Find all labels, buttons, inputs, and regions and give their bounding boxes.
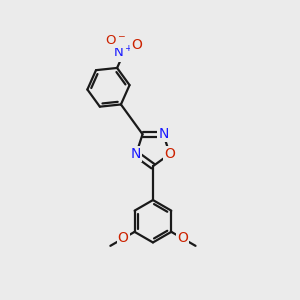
Text: N: N [131,147,141,161]
Text: O$^-$: O$^-$ [105,34,126,46]
Text: O: O [118,232,128,245]
Text: N: N [158,127,169,141]
Text: O: O [131,38,142,52]
Text: O: O [164,147,175,161]
Text: O: O [177,232,188,245]
Text: N$^+$: N$^+$ [113,46,134,61]
